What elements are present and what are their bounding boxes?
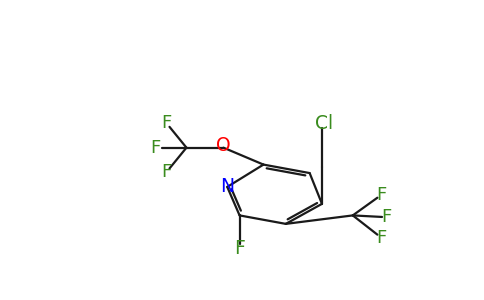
- Text: F: F: [376, 186, 386, 204]
- Text: O: O: [216, 136, 231, 155]
- Text: F: F: [381, 208, 392, 226]
- Text: F: F: [161, 114, 171, 132]
- Text: Cl: Cl: [315, 114, 333, 133]
- Text: F: F: [234, 239, 245, 258]
- Text: F: F: [376, 229, 386, 247]
- Text: F: F: [161, 163, 171, 181]
- Text: N: N: [220, 177, 234, 196]
- Text: F: F: [151, 139, 161, 157]
